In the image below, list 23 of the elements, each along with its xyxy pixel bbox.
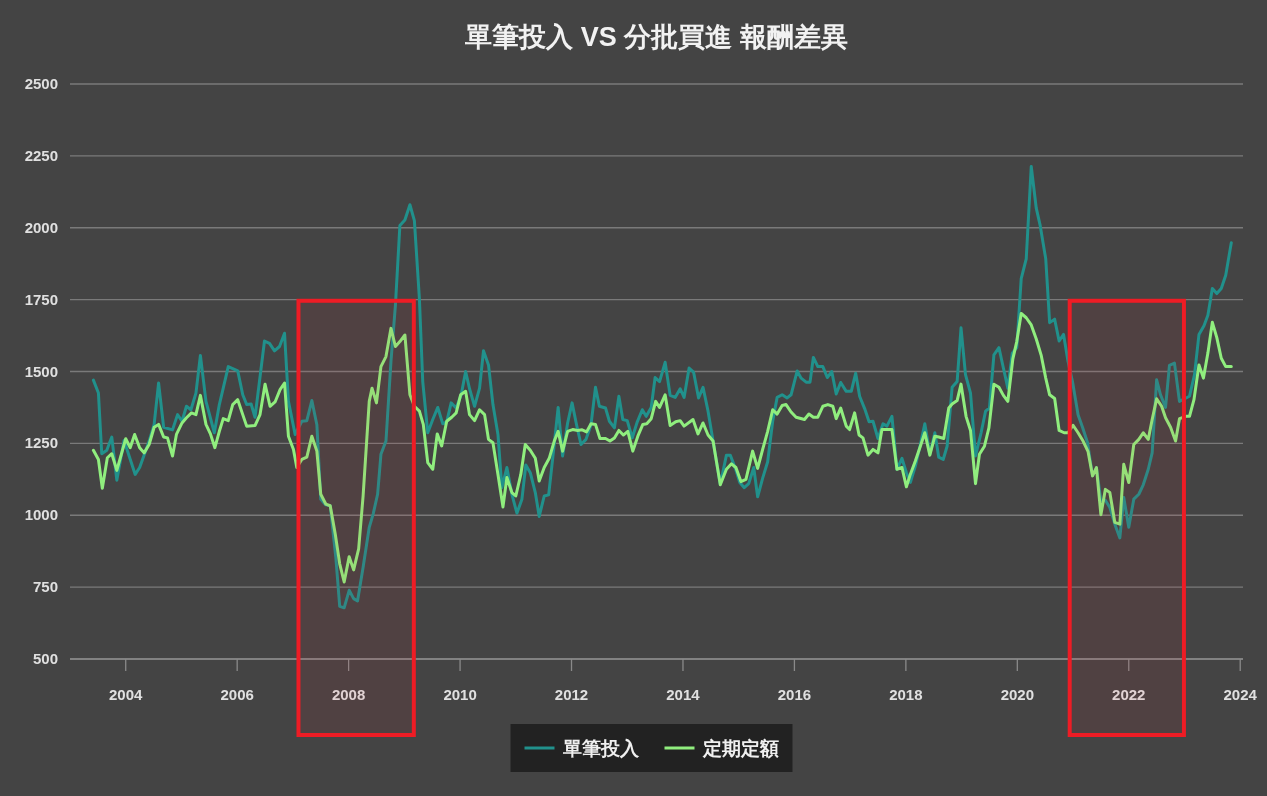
y-tick-label: 500 [32,650,58,667]
y-tick-label: 1750 [24,290,58,308]
y-tick-label: 2000 [24,218,58,236]
x-tick-label: 2008 [331,686,366,703]
y-tick-label: 1000 [24,506,58,524]
x-tick-label: 2016 [777,686,812,703]
x-tick-label: 2020 [1000,686,1034,703]
x-tick-label: 2006 [220,686,254,703]
x-tick-label: 2018 [889,686,923,703]
legend-label: 定期定額 [701,738,779,759]
x-tick-label: 2010 [443,686,477,703]
x-tick-label: 2014 [666,686,701,703]
x-tick-label: 2004 [109,686,144,703]
x-tick-label: 2022 [1112,686,1146,703]
y-tick-label: 1500 [24,362,58,380]
x-tick-label: 2012 [554,686,589,703]
x-tick-label: 2024 [1223,686,1258,703]
y-tick-label: 1250 [24,434,58,452]
y-tick-label: 2250 [24,146,58,164]
y-tick-label: 750 [32,578,58,596]
legend-label: 單筆投入 [561,738,640,759]
chart-title: 單筆投入 VS 分批買進 報酬差異 [464,22,848,52]
y-tick-label: 2500 [24,75,58,92]
